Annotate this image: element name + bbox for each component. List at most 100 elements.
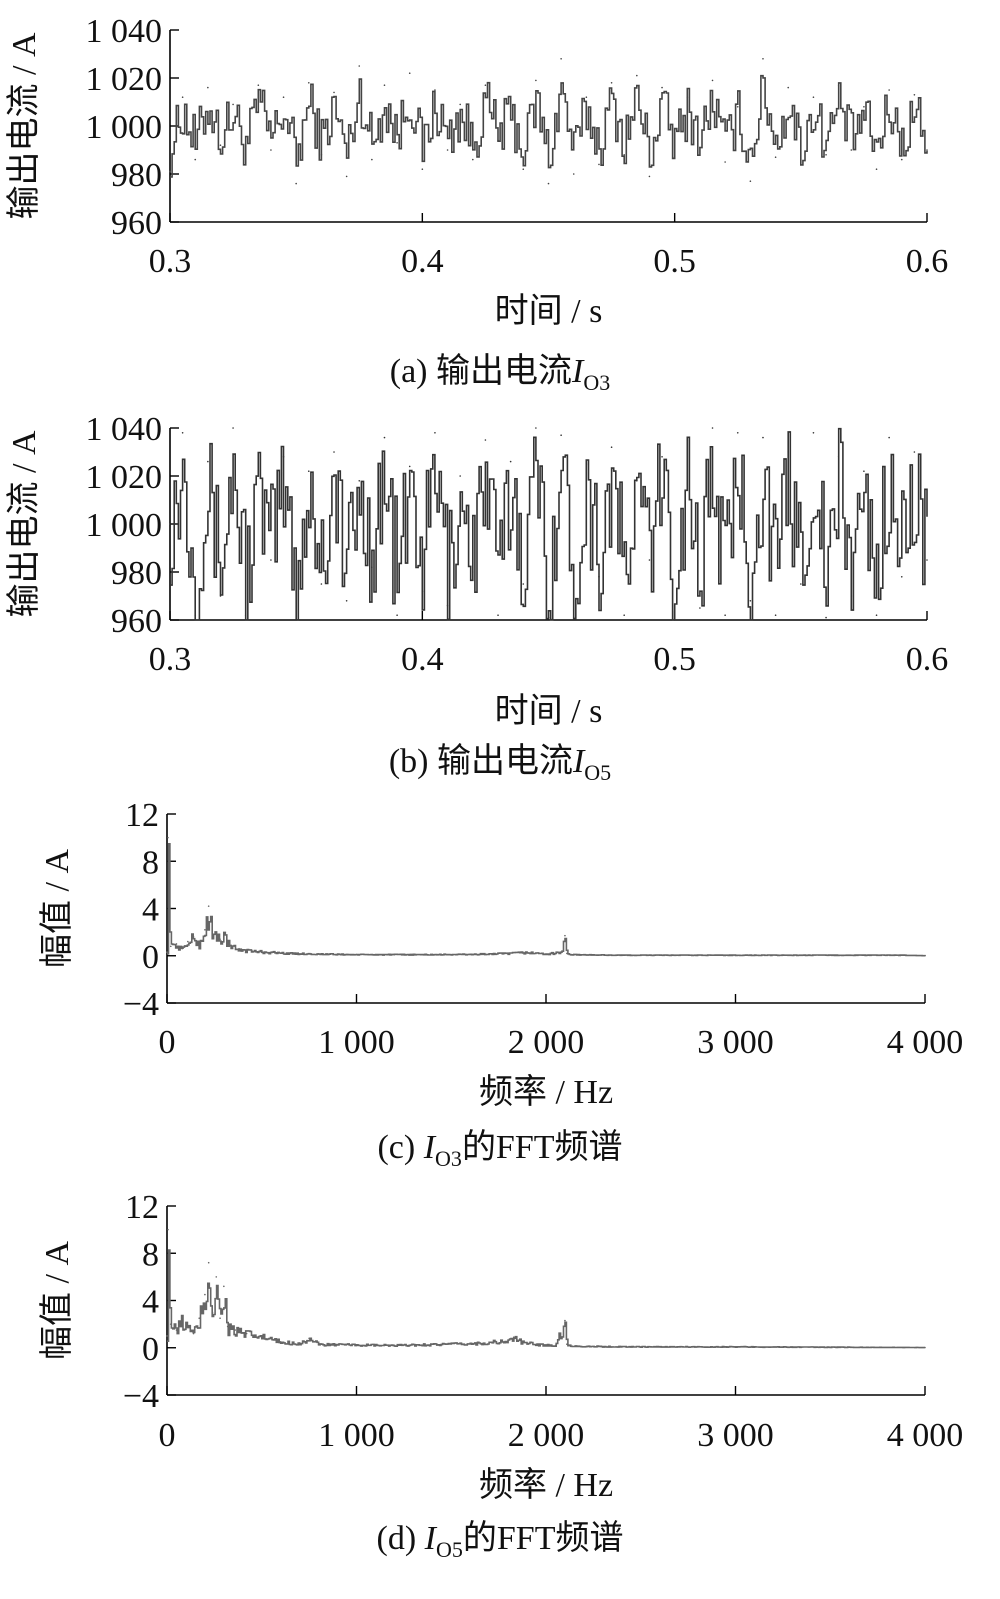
data-point [198,943,201,945]
data-point [564,1319,566,1322]
x-tick-label: 3 000 [697,1024,774,1061]
caption-subscript: O5 [436,1537,463,1562]
x-tick-label: 4 000 [887,1024,964,1061]
data-point [317,953,320,955]
data-point [566,1343,568,1346]
data-point [535,427,537,429]
data-point [289,952,291,955]
x-tick-label: 1 000 [318,1417,395,1454]
caption: (b) 输出电流IO5 [389,742,611,785]
y-axis-title: 幅值 / A [38,849,76,968]
data-point [270,149,272,151]
data-point [371,566,373,568]
x-tick-label: 1 000 [318,1024,395,1061]
data-point [512,1336,515,1338]
data-point [623,614,625,616]
data-point [569,1345,572,1347]
data-point [888,89,890,91]
data-point [829,1346,832,1348]
series-line-trace [170,427,928,621]
caption-subscript: O3 [583,370,610,395]
data-point [396,614,398,616]
data-point [583,954,585,956]
data-point [863,106,865,108]
x-tick-label: 0.4 [401,243,444,280]
data-point [711,79,714,82]
data-point [371,158,373,161]
data-point [547,182,550,185]
y-tick-label: 1 020 [86,61,163,98]
data-point [181,432,184,434]
data-point [459,475,461,477]
x-tick-label: 0 [159,1417,176,1454]
data-point [658,1346,661,1348]
x-tick-label: 0.5 [653,243,696,280]
data-point [244,614,247,616]
data-point [829,954,832,956]
data-point [825,616,827,619]
y-tick-label: 1 000 [86,109,163,146]
data-point [734,1346,737,1348]
x-tick-label: 2 000 [508,1417,585,1454]
caption-symbol: I [571,353,585,390]
caption-prefix: (b) 输出电流 [389,742,573,780]
data-point [207,86,209,89]
data-point [774,614,777,616]
data-point [787,451,790,453]
data-point [509,460,512,463]
caption-prefix: (a) 输出电流 [390,352,572,390]
data-point [232,427,234,429]
data-point [572,609,575,612]
data-point [167,836,169,839]
data-point [572,173,575,175]
data-point [686,96,689,98]
data-point [623,154,625,156]
data-point [194,158,197,161]
data-point [924,1346,926,1349]
data-point [569,953,572,956]
data-point [837,84,840,86]
data-point [446,604,449,607]
data-point [602,1345,604,1348]
data-point [166,1335,168,1337]
data-point [228,945,231,948]
data-point [636,480,638,482]
data-point [673,619,676,621]
data-point [585,96,588,98]
x-tick-label: 0.3 [149,641,192,678]
x-tick-label: 0.4 [401,641,444,678]
y-tick-label: 0 [142,939,159,976]
data-point [520,1341,523,1343]
data-point [913,451,916,453]
data-point [469,953,472,956]
data-point [408,465,411,468]
data-point [358,65,361,67]
data-point [484,439,487,441]
caption-suffix: 的FFT频谱 [463,1519,624,1557]
data-point [535,79,537,82]
y-tick-label: 4 [142,892,159,929]
data-point [345,600,348,602]
data-point [926,149,928,151]
x-tick-label: 0.3 [149,243,192,280]
data-point [812,432,815,434]
x-axis-title: 频率 / Hz [479,1466,613,1504]
data-point [279,1341,282,1343]
data-point [736,432,739,434]
y-tick-label: 8 [142,1236,159,1273]
y-tick-label: 0 [142,1331,159,1368]
data-point [446,149,449,151]
data-point [736,106,739,108]
data-point [219,1317,221,1320]
series-line-trace [167,1249,925,1349]
data-point [497,139,499,142]
data-point [547,616,550,619]
data-point [169,1323,172,1325]
data-point [244,161,247,163]
data-point [749,600,752,602]
data-point [333,91,335,94]
data-point [257,475,260,477]
data-point [554,1344,557,1347]
data-point [219,595,222,597]
